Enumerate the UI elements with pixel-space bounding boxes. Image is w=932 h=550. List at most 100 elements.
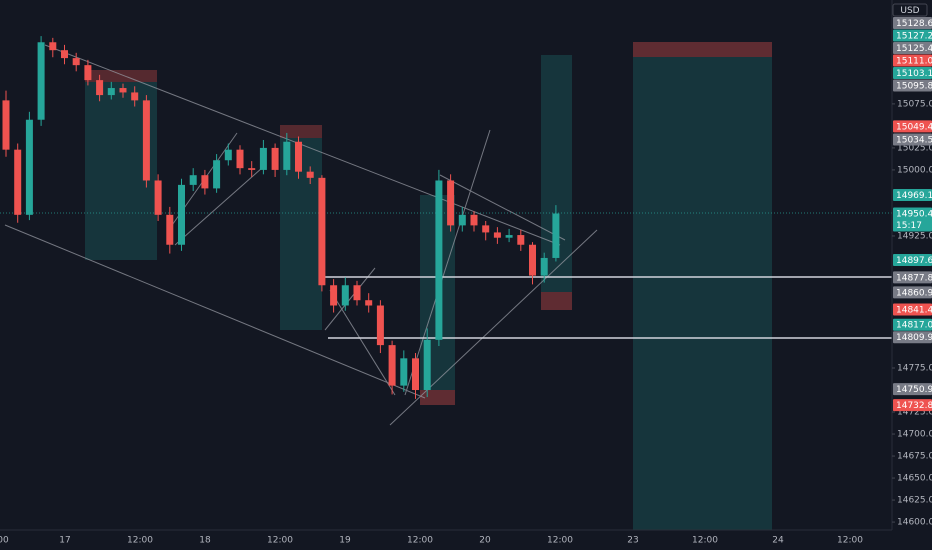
price-label: 15125.45 xyxy=(896,44,932,54)
x-tick-label: 17 xyxy=(59,536,70,546)
candles xyxy=(2,36,560,399)
price-label-box xyxy=(893,271,932,284)
target-zone xyxy=(633,57,772,530)
price-label: 14841.45 xyxy=(896,306,932,316)
y-tick-label: 14725.00 xyxy=(897,408,932,418)
axes: 14600.00 14625.00 14650.00 14675.00 14700.00… xyxy=(0,17,932,546)
stop-zone xyxy=(420,390,455,405)
price-label: 14897.68 xyxy=(896,256,932,266)
currency-label: USD xyxy=(900,6,919,16)
candle-body xyxy=(271,147,279,170)
candle-body xyxy=(447,180,455,226)
price-label-box xyxy=(893,399,932,412)
price-label-box xyxy=(893,67,932,80)
candle-body xyxy=(49,42,57,51)
x-tick-label: 12:00 xyxy=(407,536,433,546)
candle-body xyxy=(178,184,185,245)
candle-body xyxy=(376,305,384,346)
candle-body xyxy=(493,232,501,238)
price-label: 14969.11 xyxy=(896,191,932,201)
price-label-box xyxy=(893,303,932,316)
price-label-box xyxy=(893,29,932,42)
candle-body xyxy=(412,358,419,391)
price-label: 14732.80 xyxy=(896,401,932,411)
trend-line xyxy=(389,229,598,426)
y-tick-label: 15000.00 xyxy=(897,165,932,175)
candle-body xyxy=(400,358,408,386)
price-label: 15111.03 xyxy=(896,57,932,67)
currency-button[interactable] xyxy=(892,3,928,17)
price-label-box xyxy=(893,17,932,30)
candle-body xyxy=(14,149,22,215)
candle-body xyxy=(224,149,232,161)
y-tick-label: 15075.00 xyxy=(897,99,932,109)
candle-body xyxy=(84,65,92,81)
candle-body xyxy=(2,100,10,150)
stop-zone xyxy=(280,125,322,138)
candle-body xyxy=(213,160,221,189)
candle-body xyxy=(330,285,338,306)
x-tick-label: 12:00 xyxy=(692,536,718,546)
y-tick-label: 14625.00 xyxy=(897,496,932,506)
price-label-box xyxy=(893,383,932,396)
candle-body xyxy=(505,235,513,238)
price-label-box xyxy=(893,207,932,232)
candle-body xyxy=(306,171,314,178)
price-label-box xyxy=(893,331,932,344)
y-tick-label: 14600.00 xyxy=(897,518,932,528)
price-label: 14950.48 xyxy=(896,210,932,220)
price-label: 14817.09 xyxy=(896,321,932,331)
candle-body xyxy=(72,58,80,66)
price-label-box xyxy=(893,318,932,331)
candle-body xyxy=(61,50,68,59)
candle-body xyxy=(259,147,267,170)
candle-body xyxy=(458,214,466,226)
price-label: 15128.62 xyxy=(896,19,932,29)
candle-body xyxy=(318,177,326,286)
price-label-box xyxy=(893,120,932,133)
stop-zone xyxy=(633,42,772,57)
price-label: 15103.12 xyxy=(896,69,932,79)
price-label-box xyxy=(893,54,932,67)
price-countdown: 15:17 xyxy=(896,221,922,231)
price-label: 14877.89 xyxy=(896,273,932,283)
x-tick-label: 12:00 xyxy=(127,536,153,546)
price-label: 14750.97 xyxy=(896,385,932,395)
stop-zone xyxy=(85,70,157,82)
candle-body xyxy=(236,149,244,169)
stop-zone xyxy=(541,292,572,310)
candle-body xyxy=(283,141,291,170)
trend-line xyxy=(324,267,376,331)
y-tick-label: 14925.00 xyxy=(897,231,932,241)
candle-body xyxy=(119,88,127,93)
candle-body xyxy=(96,80,104,96)
x-tick-label: 12:00 xyxy=(837,536,863,546)
x-tick-label: 00 xyxy=(0,536,9,546)
candle-body xyxy=(423,339,431,391)
y-tick-label: 14775.00 xyxy=(897,364,932,374)
candle-body xyxy=(189,175,197,185)
price-label: 15034.57 xyxy=(896,135,932,145)
candle-body xyxy=(37,42,45,120)
candle-body xyxy=(435,180,443,340)
candle-body xyxy=(529,244,536,276)
y-tick-label: 14675.00 xyxy=(897,452,932,462)
x-tick-label: 19 xyxy=(339,536,351,546)
candle-body xyxy=(552,213,560,258)
candle-body xyxy=(201,175,209,189)
candle-body xyxy=(353,285,361,301)
y-tick-label: 15025.00 xyxy=(897,143,932,153)
candle-body xyxy=(365,300,373,306)
x-tick-label: 18 xyxy=(199,536,211,546)
candle-body xyxy=(341,285,349,306)
x-tick-label: 23 xyxy=(627,536,638,546)
candle-body xyxy=(142,100,150,181)
x-tick-label: 20 xyxy=(479,536,491,546)
candle-body xyxy=(470,214,478,226)
price-label-box xyxy=(893,286,932,299)
price-label-box xyxy=(893,42,932,55)
x-tick-label: 24 xyxy=(772,536,784,546)
candle-body xyxy=(540,257,548,276)
candle-body xyxy=(131,92,139,101)
